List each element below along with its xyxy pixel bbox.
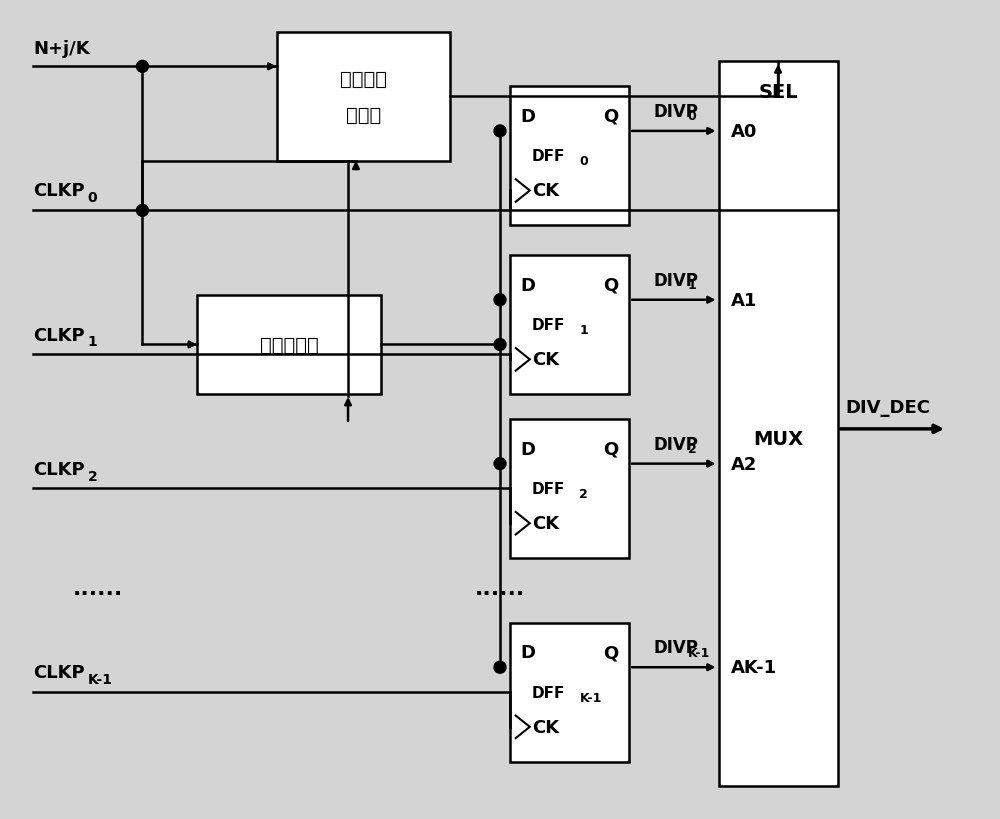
Text: A1: A1 bbox=[730, 292, 757, 310]
Text: CLKP: CLKP bbox=[33, 663, 85, 681]
Circle shape bbox=[136, 205, 148, 217]
Text: 相位切换: 相位切换 bbox=[340, 70, 387, 88]
Text: DFF: DFF bbox=[531, 149, 565, 164]
Text: K-1: K-1 bbox=[88, 672, 113, 686]
Circle shape bbox=[494, 339, 506, 351]
Text: 2: 2 bbox=[579, 487, 588, 500]
Text: CLKP: CLKP bbox=[33, 183, 85, 201]
Text: MUX: MUX bbox=[753, 429, 803, 448]
Text: SEL: SEL bbox=[758, 83, 798, 102]
Text: DIVP: DIVP bbox=[654, 272, 699, 290]
Text: CK: CK bbox=[532, 183, 559, 201]
Text: D: D bbox=[520, 277, 535, 295]
Text: D: D bbox=[520, 644, 535, 662]
Text: 双模分频器: 双模分频器 bbox=[260, 336, 318, 355]
Text: N+j/K: N+j/K bbox=[33, 40, 90, 58]
Text: AK-1: AK-1 bbox=[730, 658, 777, 676]
Text: Q: Q bbox=[604, 644, 619, 662]
Bar bbox=[719, 62, 838, 786]
Text: 控制器: 控制器 bbox=[346, 106, 381, 124]
Text: CLKP: CLKP bbox=[33, 326, 85, 344]
Bar bbox=[510, 256, 629, 395]
Text: 0: 0 bbox=[88, 191, 97, 206]
Text: A2: A2 bbox=[730, 455, 757, 473]
Circle shape bbox=[494, 458, 506, 470]
Text: DFF: DFF bbox=[531, 482, 565, 496]
Text: Q: Q bbox=[604, 440, 619, 458]
Bar bbox=[197, 296, 381, 395]
Text: 0: 0 bbox=[688, 111, 696, 124]
Text: 0: 0 bbox=[579, 155, 588, 168]
Text: K-1: K-1 bbox=[579, 690, 602, 704]
Text: 2: 2 bbox=[88, 469, 98, 483]
Text: Q: Q bbox=[604, 277, 619, 295]
Text: A0: A0 bbox=[730, 123, 757, 141]
Text: K-1: K-1 bbox=[688, 646, 710, 659]
Text: DIVP: DIVP bbox=[654, 435, 699, 453]
Text: 1: 1 bbox=[688, 279, 696, 292]
Circle shape bbox=[494, 662, 506, 673]
Text: DIVP: DIVP bbox=[654, 103, 699, 121]
Text: D: D bbox=[520, 108, 535, 126]
Text: DIV_DEC: DIV_DEC bbox=[846, 399, 931, 417]
Circle shape bbox=[136, 61, 148, 73]
Circle shape bbox=[494, 294, 506, 306]
Text: DFF: DFF bbox=[531, 685, 565, 699]
Circle shape bbox=[494, 126, 506, 138]
Text: 1: 1 bbox=[88, 335, 98, 349]
Text: ......: ...... bbox=[475, 578, 525, 598]
Text: CLKP: CLKP bbox=[33, 460, 85, 478]
Text: 1: 1 bbox=[579, 324, 588, 337]
Text: DIVP: DIVP bbox=[654, 639, 699, 657]
Bar bbox=[510, 622, 629, 762]
Text: DFF: DFF bbox=[531, 318, 565, 333]
Bar bbox=[277, 33, 450, 161]
Text: D: D bbox=[520, 440, 535, 458]
Text: CK: CK bbox=[532, 514, 559, 532]
Text: Q: Q bbox=[604, 108, 619, 126]
Bar bbox=[510, 87, 629, 226]
Text: CK: CK bbox=[532, 718, 559, 736]
Text: CK: CK bbox=[532, 351, 559, 369]
Text: ......: ...... bbox=[73, 578, 123, 598]
Bar bbox=[510, 419, 629, 559]
Text: 2: 2 bbox=[688, 443, 696, 455]
